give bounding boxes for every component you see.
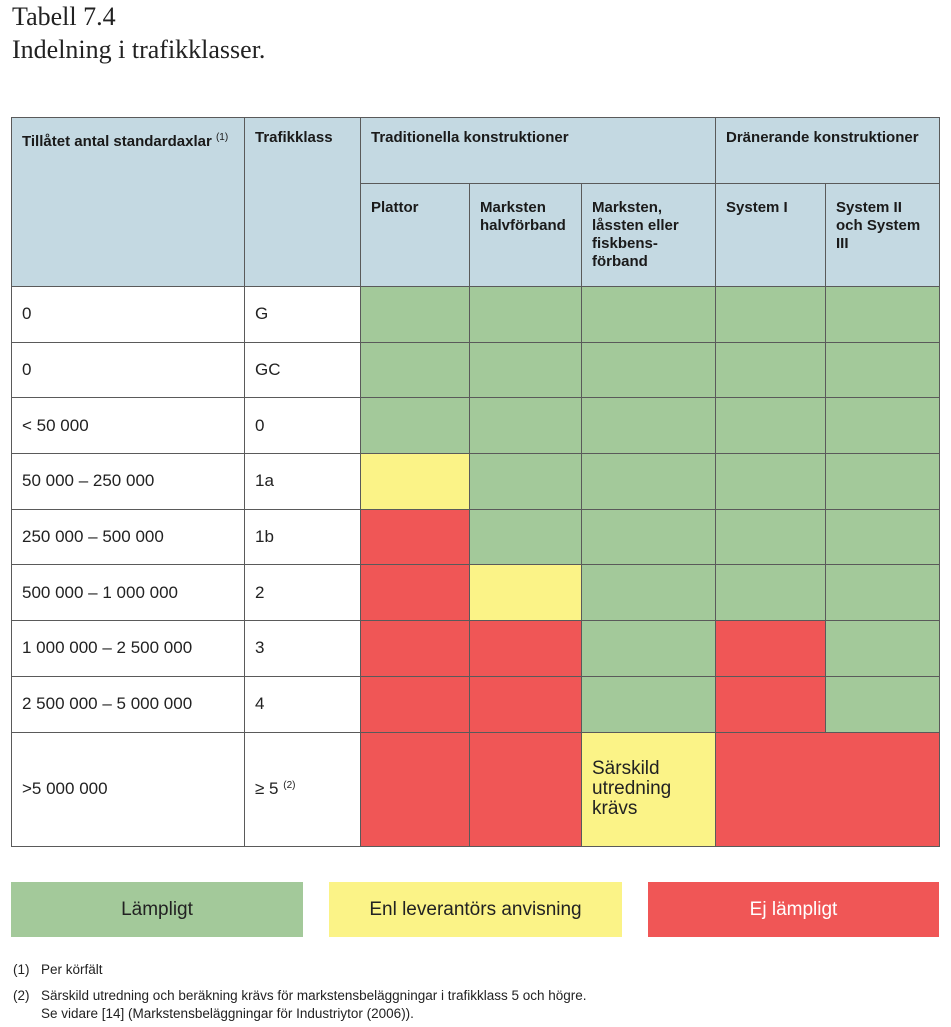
table-row: < 50 000 0 — [11, 397, 941, 455]
cell-rating-red — [360, 675, 470, 733]
cell-rating-red — [360, 731, 470, 847]
table-row-class-5: >5 000 000 ≥ 5 (2) Särskild utredning kr… — [11, 731, 941, 847]
cell-axlar: 2 500 000 – 5 000 000 — [11, 675, 245, 733]
cell-klass: 1b — [244, 508, 361, 566]
cell-klass: GC — [244, 341, 361, 399]
cell-rating-green — [825, 397, 941, 455]
cell-rating-green — [360, 397, 470, 455]
header-traffic-class: Trafikklass — [244, 117, 361, 287]
cell-rating-red — [715, 620, 827, 677]
cell-rating-green — [469, 508, 582, 566]
cell-axlar: 0 — [11, 341, 245, 399]
cell-rating-green — [580, 341, 717, 399]
cell-rating-green — [580, 453, 717, 510]
table-row: 500 000 – 1 000 000 2 — [11, 564, 941, 622]
cell-rating-green — [580, 286, 717, 343]
table-row: 250 000 – 500 000 1b — [11, 508, 941, 566]
cell-rating-green — [715, 286, 827, 343]
table-row: 1 000 000 – 2 500 000 3 — [11, 620, 941, 677]
cell-rating-green — [715, 341, 827, 399]
cell-rating-red — [715, 675, 827, 733]
cell-rating-green — [580, 675, 717, 733]
cell-axlar: 1 000 000 – 2 500 000 — [11, 620, 245, 677]
header-plattor: Plattor — [360, 183, 470, 287]
legend-supplier-instruction: Enl leverantörs anvisning — [329, 882, 622, 937]
table-row: 2 500 000 – 5 000 000 4 — [11, 675, 941, 733]
cell-rating-green — [825, 341, 941, 399]
header-system-2-3: System II och System III — [825, 183, 941, 287]
cell-rating-green — [825, 564, 941, 622]
cell-special-investigation: Särskild utredning krävs — [580, 731, 717, 847]
footnote-1: (1) Per körfält — [13, 962, 103, 977]
cell-rating-green — [580, 620, 717, 677]
table-title: Tabell 7.4 Indelning i trafikklasser. — [12, 0, 265, 66]
cell-klass: 2 — [244, 564, 361, 622]
legend-suitable: Lämpligt — [11, 882, 303, 937]
cell-rating-green — [469, 286, 582, 343]
cell-rating-green — [469, 397, 582, 455]
cell-rating-green — [580, 397, 717, 455]
cell-rating-green — [360, 286, 470, 343]
cell-rating-red — [360, 508, 470, 566]
cell-rating-red — [360, 564, 470, 622]
cell-rating-green — [715, 453, 827, 510]
cell-axlar: < 50 000 — [11, 397, 245, 455]
cell-rating-green — [715, 397, 827, 455]
cell-klass: 1a — [244, 453, 361, 510]
cell-rating-green — [469, 341, 582, 399]
footnote-2: (2) Särskild utredning och beräkning krä… — [13, 988, 587, 1021]
header-marksten-lassten: Marksten, låssten eller fiskbens-förband — [580, 183, 717, 287]
cell-axlar: 500 000 – 1 000 000 — [11, 564, 245, 622]
cell-rating-red — [360, 620, 470, 677]
cell-axlar: 50 000 – 250 000 — [11, 453, 245, 510]
legend-not-suitable: Ej lämpligt — [648, 882, 939, 937]
cell-rating-green — [360, 341, 470, 399]
cell-rating-yellow — [360, 453, 470, 510]
table-row: 50 000 – 250 000 1a — [11, 453, 941, 510]
table-number: Tabell 7.4 — [12, 2, 116, 31]
cell-rating-green — [715, 508, 827, 566]
cell-rating-red — [469, 620, 582, 677]
cell-axlar: 0 — [11, 286, 245, 343]
header-traditional: Traditionella konstruktioner — [359, 117, 717, 184]
header-draining: Dränerande konstruktioner — [715, 117, 941, 184]
cell-rating-green — [825, 675, 941, 733]
cell-axlar: >5 000 000 — [11, 731, 245, 847]
traffic-class-table: Tillåtet antal standardaxlar (1) Trafikk… — [11, 117, 941, 847]
cell-klass: 3 — [244, 620, 361, 677]
cell-rating-green — [825, 286, 941, 343]
cell-rating-green — [825, 620, 941, 677]
cell-rating-green — [580, 564, 717, 622]
header-system-1: System I — [715, 183, 827, 287]
cell-axlar: 250 000 – 500 000 — [11, 508, 245, 566]
cell-klass: 0 — [244, 397, 361, 455]
cell-rating-yellow — [469, 564, 582, 622]
cell-rating-green — [469, 453, 582, 510]
cell-rating-green — [715, 564, 827, 622]
cell-rating-red — [469, 675, 582, 733]
table-caption: Indelning i trafikklasser. — [12, 35, 266, 64]
cell-klass: G — [244, 286, 361, 343]
cell-klass: ≥ 5 (2) — [244, 731, 361, 847]
cell-rating-red — [469, 731, 582, 847]
header-standard-axles: Tillåtet antal standardaxlar (1) — [11, 117, 245, 287]
cell-rating-green — [825, 453, 941, 510]
cell-klass: 4 — [244, 675, 361, 733]
cell-rating-red — [715, 731, 941, 847]
table-row: 0 GC — [11, 341, 941, 399]
cell-rating-green — [825, 508, 941, 566]
cell-rating-green — [580, 508, 717, 566]
footnotes: (1) Per körfält (2) Särskild utredning o… — [13, 961, 587, 1027]
header-marksten-halvforband: Marksten halvförband — [469, 183, 582, 287]
